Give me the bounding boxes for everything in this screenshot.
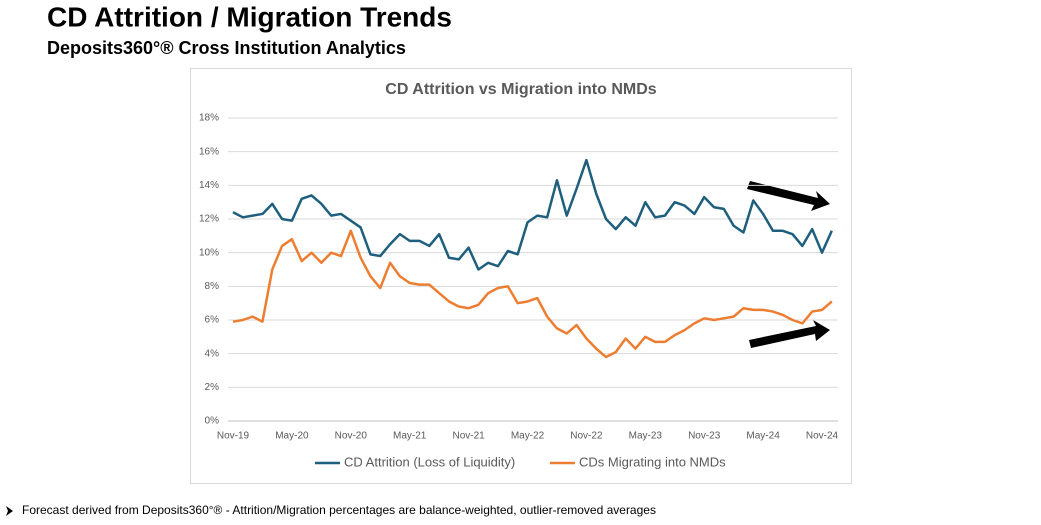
x-tick-label: Nov-21 <box>452 431 485 442</box>
trend-arrow-up <box>749 320 830 348</box>
x-tick-label: Nov-20 <box>335 431 368 442</box>
x-tick-label: May-24 <box>746 431 780 442</box>
x-tick-label: Nov-23 <box>688 431 721 442</box>
x-tick-label: Nov-19 <box>217 431 250 442</box>
bullet <box>6 506 13 516</box>
chart-title: CD Attrition vs Migration into NMDs <box>385 81 656 98</box>
y-tick-label: 12% <box>199 214 219 225</box>
y-tick-label: 10% <box>199 247 219 258</box>
x-tick-label: May-22 <box>511 431 545 442</box>
legend-label: CDs Migrating into NMDs <box>579 454 726 469</box>
x-tick-label: May-23 <box>629 431 663 442</box>
x-tick-label: May-20 <box>275 431 309 442</box>
x-tick-label: Nov-24 <box>806 431 839 442</box>
y-tick-label: 4% <box>205 348 220 359</box>
trend-arrow-down <box>747 181 830 211</box>
slide-title: CD Attrition / Migration Trends <box>47 1 452 32</box>
y-tick-label: 16% <box>199 146 219 157</box>
series-line <box>232 158 833 271</box>
footnote: Forecast derived from Deposits360°® - At… <box>22 503 656 517</box>
chart-frame <box>190 68 852 484</box>
x-tick-label: May-21 <box>393 431 427 442</box>
y-tick-label: 0% <box>205 416 220 427</box>
y-tick-label: 6% <box>205 315 220 326</box>
legend-label: CD Attrition (Loss of Liquidity) <box>344 454 515 469</box>
y-tick-label: 18% <box>199 113 219 124</box>
x-tick-label: Nov-22 <box>570 431 603 442</box>
y-tick-label: 14% <box>199 180 219 191</box>
series-line <box>232 229 833 359</box>
y-tick-label: 2% <box>205 382 220 393</box>
y-tick-label: 8% <box>205 281 220 292</box>
slide-subtitle: Deposits360°® Cross Institution Analytic… <box>47 38 406 58</box>
